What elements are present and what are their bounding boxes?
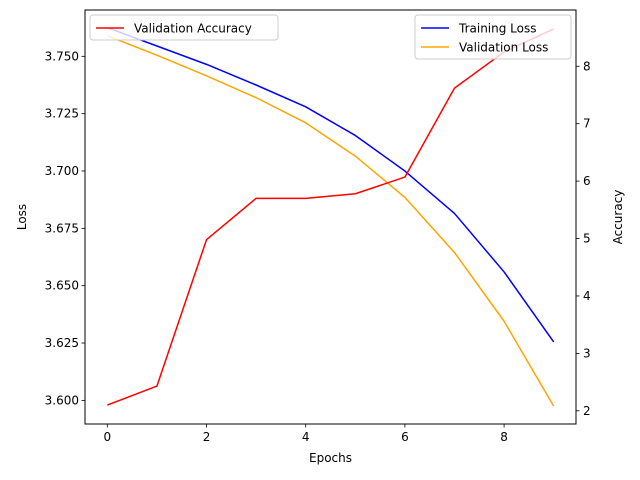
left-y-axis: 3.600 3.625 3.650 3.675 3.700 3.725 3.750 <box>45 49 85 407</box>
left-y-tick-label: 3.600 <box>45 393 79 407</box>
legend-box <box>89 14 279 41</box>
left-y-tick-label: 3.675 <box>45 221 79 235</box>
right-y-tick-label: 5 <box>583 232 591 246</box>
right-y-axis-title: Accuracy <box>611 190 625 245</box>
left-y-tick-label: 3.625 <box>45 336 79 350</box>
left-y-tick-label: 3.725 <box>45 107 79 121</box>
x-tick-label: 6 <box>401 430 409 444</box>
x-tick-label: 2 <box>203 430 211 444</box>
plot-frame <box>84 9 577 425</box>
legend-accuracy: Validation Accuracy <box>89 14 279 41</box>
right-y-tick-label: 4 <box>583 289 591 303</box>
right-y-tick-label: 6 <box>583 174 591 188</box>
x-axis-title: Epochs <box>309 451 352 465</box>
legend-loss: Training Loss Validation Loss <box>414 14 572 60</box>
series-layer <box>107 26 555 407</box>
x-axis: 0 2 4 6 8 <box>103 424 508 444</box>
right-y-tick-label: 3 <box>583 346 591 360</box>
x-tick-label: 8 <box>500 430 508 444</box>
left-y-tick-label: 3.700 <box>45 164 79 178</box>
legend-label-validation-loss: Validation Loss <box>459 41 548 55</box>
series-line-validation-loss <box>107 34 555 407</box>
series-line-training-loss <box>107 26 555 343</box>
series-line-validation-accuracy <box>107 28 554 406</box>
left-y-tick-label: 3.650 <box>45 279 79 293</box>
left-y-tick-label: 3.750 <box>45 49 79 63</box>
left-y-axis-title: Loss <box>15 204 29 230</box>
legend-box <box>414 14 572 60</box>
legend-label-validation-accuracy: Validation Accuracy <box>134 22 252 36</box>
right-y-tick-label: 7 <box>583 117 591 131</box>
right-y-tick-label: 8 <box>583 59 591 73</box>
legend-label-training-loss: Training Loss <box>458 22 536 36</box>
x-tick-label: 0 <box>103 430 111 444</box>
right-y-tick-label: 2 <box>583 404 591 418</box>
x-tick-label: 4 <box>302 430 310 444</box>
right-y-axis: 2 3 4 5 6 7 8 <box>576 59 591 418</box>
